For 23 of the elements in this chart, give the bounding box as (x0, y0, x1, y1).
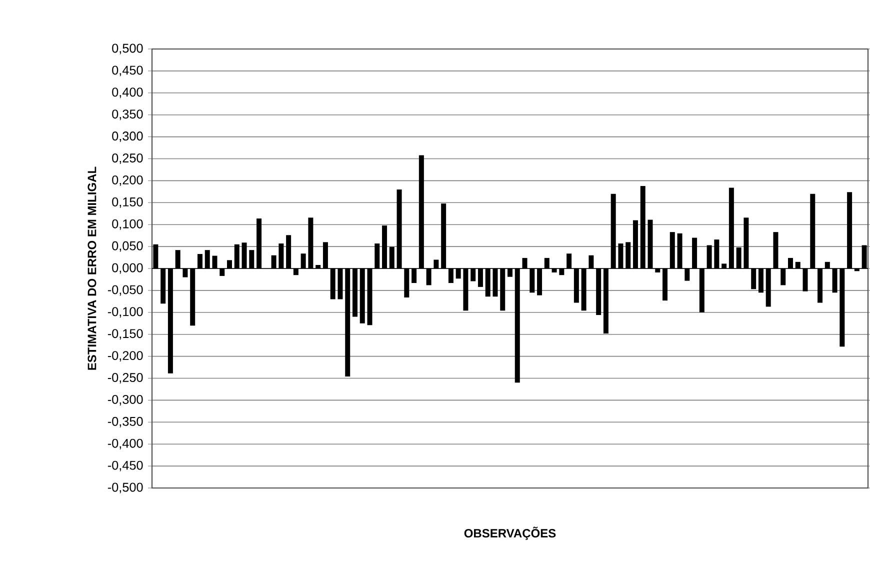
y-tick-label: -0,300 (108, 394, 143, 406)
y-tick-label: 0,150 (112, 197, 143, 208)
y-tick-label: 0,500 (112, 44, 143, 54)
y-tick-label: 0,250 (112, 154, 143, 164)
y-tick-label: 0,350 (112, 110, 143, 120)
y-tick-label: 0,000 (112, 263, 143, 274)
y-tick-label: 0,300 (112, 132, 143, 142)
y-tick-label: 0,100 (112, 219, 143, 230)
y-tick-label: 0,200 (112, 175, 143, 186)
y-tick-label: -0,250 (108, 373, 143, 384)
y-tick-label: 0,450 (112, 66, 143, 76)
y-axis-title: ESTIMATIVA DO ERRO EM MILIGAL (88, 166, 96, 370)
y-tick-label: 0,400 (112, 88, 143, 98)
y-tick-label: -0,100 (108, 307, 143, 318)
y-tick-label: 0,050 (112, 241, 143, 252)
y-tick-label: -0,350 (108, 416, 143, 428)
y-tick-label: -0,400 (108, 438, 143, 450)
y-tick-label: -0,050 (108, 285, 143, 296)
y-tick-label: -0,500 (108, 482, 143, 494)
x-axis-title: OBSERVAÇÕES (464, 526, 556, 540)
y-tick-label: -0,200 (108, 351, 143, 362)
y-tick-label: -0,150 (108, 329, 143, 340)
y-tick-label: -0,450 (108, 460, 143, 472)
